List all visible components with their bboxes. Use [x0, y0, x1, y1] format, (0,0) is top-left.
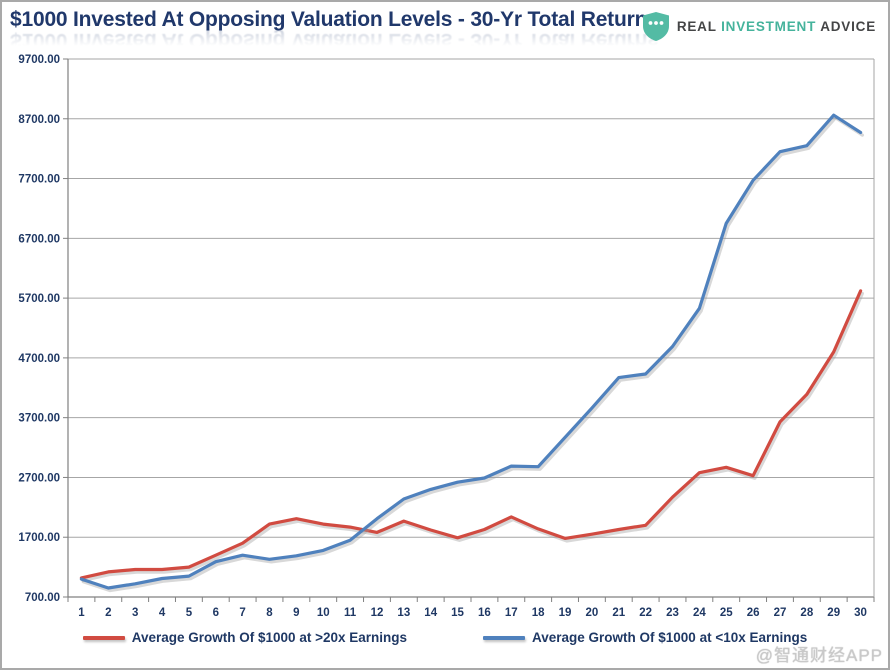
x-tick-label: 20	[586, 607, 599, 619]
y-tick-label: 7700.00	[18, 174, 60, 186]
x-tick-label: 28	[800, 607, 813, 619]
x-axis-labels: 1 2 3 4 5 6 7 8 9 10 11 12 13 14 15 16 17 18 19 20 21 22 23 24 2…	[78, 607, 867, 619]
x-tick-label: 5	[186, 607, 193, 619]
x-tick-label: 16	[478, 607, 491, 619]
series-shadow-0	[81, 291, 865, 583]
y-tick-label: 2700.00	[18, 472, 60, 484]
y-tick-label: 3700.00	[18, 413, 60, 425]
x-tick-label: 2	[105, 607, 111, 619]
x-tick-label: 6	[213, 607, 219, 619]
chart-legend: Average Growth Of $1000 at >20x Earnings…	[2, 630, 888, 645]
x-tick-label: 15	[451, 607, 464, 619]
x-tick-label: 11	[344, 607, 357, 619]
brand-word-investment: INVESTMENT	[721, 19, 817, 34]
x-tick-label: 14	[424, 607, 437, 619]
x-tick-label: 29	[827, 607, 840, 619]
x-tick-label: 13	[397, 607, 410, 619]
brand-word-real: REAL	[676, 19, 717, 34]
y-tick-label: 6700.00	[18, 233, 60, 245]
x-tick-label: 9	[293, 607, 299, 619]
blue-line-swatch	[483, 635, 525, 640]
y-tick-label: 5700.00	[18, 293, 60, 305]
x-tick-label: 17	[505, 607, 518, 619]
legend-label-over-20x: Average Growth Of $1000 at >20x Earnings	[131, 630, 407, 645]
x-tick-label: 27	[774, 607, 787, 619]
brand-name: REAL INVESTMENT ADVICE	[677, 19, 876, 34]
x-tick-label: 26	[747, 607, 760, 619]
y-tick-label: 8700.00	[18, 114, 60, 126]
x-tick-label: 22	[639, 607, 652, 619]
x-tick-label: 21	[612, 607, 625, 619]
series-line-over-20x	[79, 289, 863, 580]
x-tick-label: 23	[666, 607, 679, 619]
x-tick-label: 19	[559, 607, 572, 619]
x-tick-label: 3	[132, 607, 138, 619]
chart-title: $1000 Invested At Opposing Valuation Lev…	[10, 8, 659, 31]
x-tick-label: 25	[720, 607, 733, 619]
gridlines	[63, 58, 874, 598]
y-tick-label: 4700.00	[18, 353, 60, 365]
chart-title-block: $1000 Invested At Opposing Valuation Lev…	[10, 8, 678, 52]
y-tick-label: 700.00	[25, 592, 60, 604]
x-tick-label: 8	[266, 607, 273, 619]
y-axis-labels: 700.00 1700.00 2700.00 3700.00 4700.00 5700.0…	[18, 54, 60, 604]
y-tick-label: 1700.00	[18, 532, 60, 544]
watermark: @智通财经APP	[755, 646, 883, 665]
y-tick-label: 9700.00	[18, 54, 60, 66]
legend-item-over-20x: Average Growth Of $1000 at >20x Earnings	[82, 630, 407, 645]
legend-item-under-10x: Average Growth Of $1000 at <10x Earnings	[483, 630, 807, 645]
brand-word-advice: ADVICE	[820, 19, 876, 34]
x-tick-label: 18	[532, 607, 545, 619]
series-line-under-10x	[79, 113, 863, 590]
brand-logo: REAL INVESTMENT ADVICE	[642, 12, 876, 41]
shield-icon	[642, 12, 669, 41]
x-tick-label: 4	[159, 607, 166, 619]
red-line-swatch	[82, 635, 125, 640]
x-tick-label: 1	[78, 607, 85, 619]
legend-label-under-10x: Average Growth Of $1000 at <10x Earnings	[532, 630, 808, 645]
x-tick-label: 10	[317, 607, 330, 619]
series-shadow-1	[81, 116, 865, 593]
x-tick-label: 24	[693, 607, 706, 619]
x-tick-label: 7	[239, 607, 245, 619]
x-tick-label: 30	[854, 607, 867, 619]
axes	[67, 59, 875, 602]
x-tick-label: 12	[371, 607, 384, 619]
